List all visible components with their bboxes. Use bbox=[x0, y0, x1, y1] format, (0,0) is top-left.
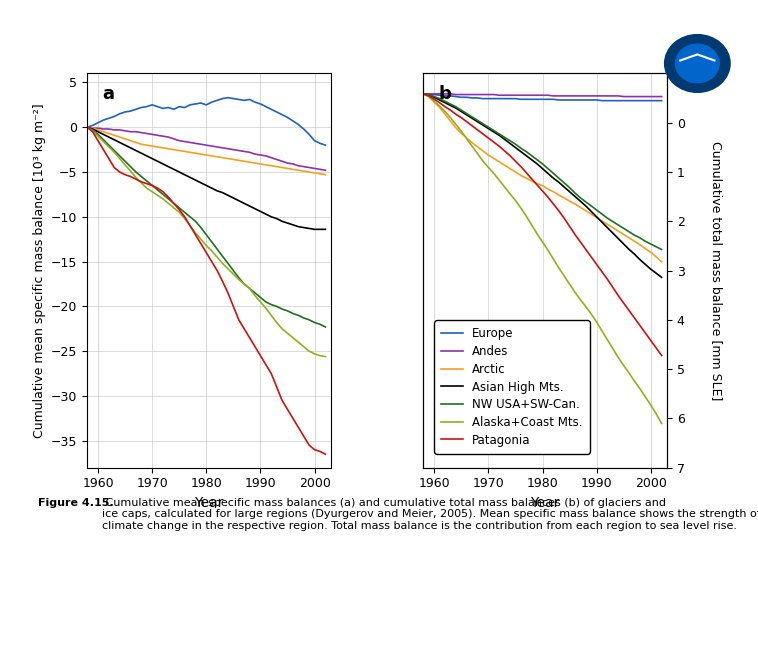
Y-axis label: Cumulative mean specific mass balance [10³ kg m⁻²]: Cumulative mean specific mass balance [1… bbox=[33, 104, 45, 438]
Circle shape bbox=[665, 35, 730, 92]
Legend: Europe, Andes, Arctic, Asian High Mts., NW USA+SW-Can., Alaska+Coast Mts., Patag: Europe, Andes, Arctic, Asian High Mts., … bbox=[434, 321, 590, 454]
Y-axis label: Cumulative total mass balance [mm SLE]: Cumulative total mass balance [mm SLE] bbox=[709, 141, 722, 400]
X-axis label: Year: Year bbox=[194, 496, 224, 510]
Text: Cumulative mean specific mass balances (a) and cumulative total mass balances (b: Cumulative mean specific mass balances (… bbox=[102, 498, 758, 531]
Text: Figure 4.15.: Figure 4.15. bbox=[38, 498, 114, 508]
Text: a: a bbox=[102, 86, 114, 104]
X-axis label: Year: Year bbox=[531, 496, 560, 510]
Circle shape bbox=[675, 44, 719, 83]
Text: b: b bbox=[438, 86, 451, 104]
